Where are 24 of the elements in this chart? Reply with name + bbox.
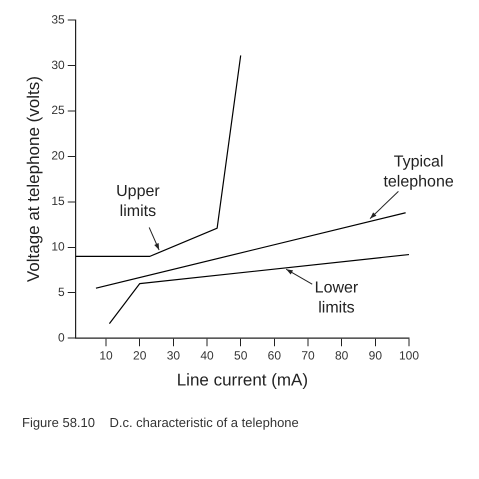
x-tick-label: 50	[234, 348, 248, 363]
y-tick-label: 10	[51, 240, 66, 254]
x-tick-label: 80	[334, 348, 349, 363]
x-tick-label: 100	[398, 348, 420, 363]
annotation: Upper limits	[116, 183, 160, 220]
annotation: Lower limits	[314, 280, 359, 317]
y-tick-label: 30	[51, 58, 66, 72]
y-tick-label: 15	[51, 194, 66, 208]
x-tick-label: 40	[200, 348, 214, 363]
x-tick-label: 30	[166, 348, 180, 363]
x-tick-label: 60	[268, 348, 282, 363]
y-tick-label: 35	[51, 12, 66, 26]
x-tick-label: 70	[301, 348, 316, 363]
annotation: Typical telephone	[383, 153, 454, 190]
x-tick-label: 20	[133, 348, 147, 363]
y-tick-label: 25	[51, 103, 66, 118]
y-tick-label: 20	[51, 148, 66, 163]
x-tick-label: 10	[99, 348, 114, 363]
caption: Figure 58.10 D.c. characteristic of a telephone	[22, 415, 299, 430]
x-axis-title: Line current (mA)	[176, 370, 308, 390]
y-axis-title: Voltage at telephone (volts)	[24, 76, 43, 282]
x-tick-label: 90	[368, 348, 382, 363]
y-tick-label: 5	[58, 285, 66, 300]
y-tick-label: 0	[58, 330, 66, 345]
